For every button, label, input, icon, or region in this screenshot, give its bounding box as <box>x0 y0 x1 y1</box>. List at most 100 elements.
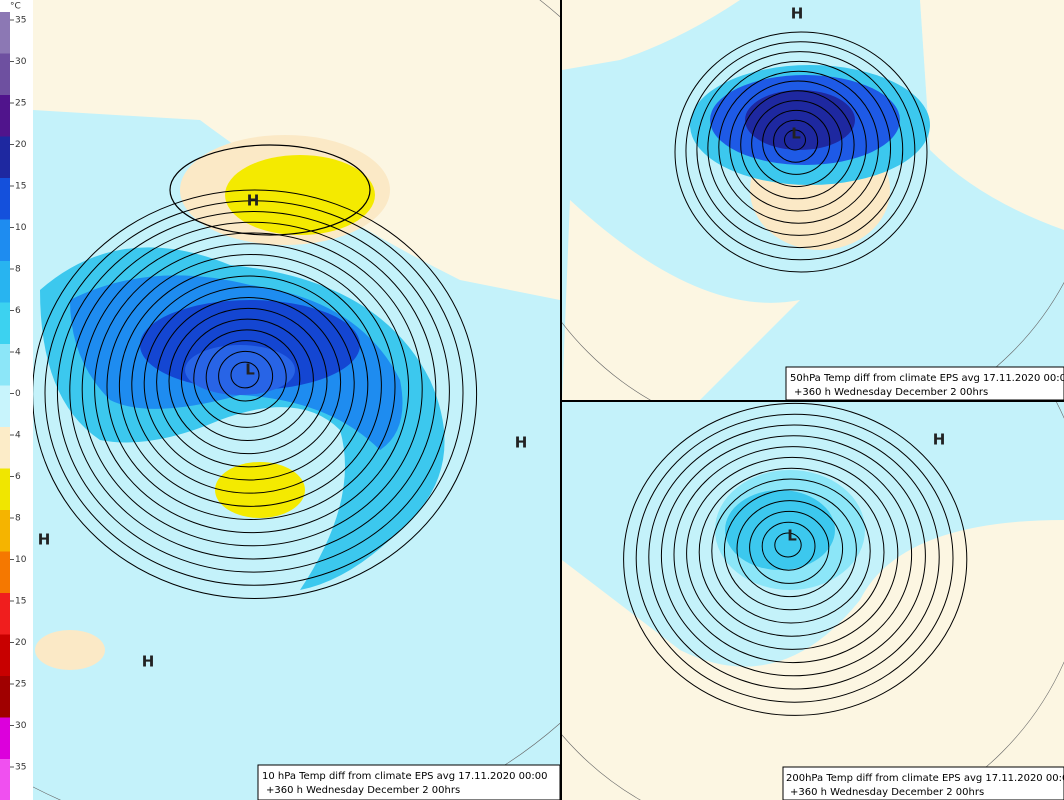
contour-line <box>635 413 954 703</box>
contour-line <box>729 80 867 212</box>
colorbar-label: 6 <box>15 306 21 316</box>
contour-line <box>762 109 831 175</box>
colorbar-label: 4 <box>15 431 21 441</box>
pressure-marker: L <box>791 125 801 143</box>
colorbar-label: 35 <box>15 763 26 773</box>
contour-line <box>648 424 940 690</box>
colorbar-label: 15 <box>15 597 26 607</box>
contour-line <box>711 478 871 624</box>
caption: 10 hPa Temp diff from climate EPS avg 17… <box>262 771 547 782</box>
contour-line <box>774 532 802 558</box>
caption: 50hPa Temp diff from climate EPS avg 17.… <box>790 373 1064 384</box>
contour-line <box>698 467 885 637</box>
contour-line <box>685 41 916 261</box>
caption-box <box>782 766 1064 800</box>
caption: +360 h Wednesday December 2 00hrs <box>266 785 460 796</box>
caption-box <box>257 764 560 800</box>
colorbar-label: 30 <box>15 721 27 731</box>
pressure-marker: H <box>515 434 528 452</box>
colorbar-label: 8 <box>15 265 21 275</box>
contours <box>33 189 478 599</box>
colorbar-swatch <box>0 136 10 178</box>
contour-line <box>623 402 968 716</box>
contours <box>674 31 928 273</box>
colorbar-label: 25 <box>15 680 26 690</box>
contour-line <box>156 297 342 468</box>
contour-line <box>660 435 926 677</box>
pressure-marker: H <box>142 653 155 671</box>
contour-line <box>696 51 904 249</box>
colorbar-swatch <box>0 634 10 676</box>
contour-line <box>784 129 806 151</box>
contour-line <box>674 31 928 273</box>
caption: 200hPa Temp diff from climate EPS avg 17… <box>786 773 1064 784</box>
colorbar-label: 25 <box>15 99 26 109</box>
contour-line <box>718 70 879 224</box>
colorbar-swatch <box>0 551 10 593</box>
contour-line <box>143 286 355 481</box>
colorbar-swatch <box>0 385 10 427</box>
contour-line <box>118 264 382 507</box>
caption-box <box>785 366 1064 400</box>
map-panel: H L H H H 10 hPa Temp diff from climate … <box>33 0 560 800</box>
colorbar-label: 4 <box>15 348 21 358</box>
colorbar: °C 35 30 25 20 15 10 8 6 4 0 4 6 8 10 15 20 25 30 35 <box>0 0 33 800</box>
colorbar-swatch <box>0 95 10 137</box>
colorbar-label: 30 <box>15 57 27 67</box>
pressure-marker: L <box>787 527 797 545</box>
colorbar-swatch <box>0 302 10 344</box>
map-panel: H L 200hPa Temp diff from climate EPS av… <box>562 402 1064 800</box>
contour-line <box>44 200 464 586</box>
contour-line <box>736 500 844 598</box>
colorbar-label: 10 <box>15 555 27 565</box>
contour-line <box>230 361 260 389</box>
contour-line <box>218 350 274 402</box>
contour-line <box>673 446 913 664</box>
colorbar-swatch <box>0 593 10 635</box>
colorbar-swatch <box>0 717 10 759</box>
colorbar-label: 8 <box>15 514 21 524</box>
pressure-marker: H <box>247 192 260 210</box>
contour-line <box>106 254 396 520</box>
pressure-marker: H <box>933 431 946 449</box>
caption: +360 h Wednesday December 2 00hrs <box>790 787 984 798</box>
colorbar-swatch <box>0 12 10 54</box>
colorbar-swatch <box>0 344 10 386</box>
contour-line <box>205 340 287 415</box>
contour-line <box>131 275 369 494</box>
contour-line <box>723 489 857 611</box>
colorbar-swatch <box>0 178 10 220</box>
colorbar-swatch <box>0 676 10 718</box>
contour-line <box>81 232 423 547</box>
contour-line <box>761 521 816 571</box>
contour-line <box>193 329 301 428</box>
colorbar-label: 20 <box>15 638 27 648</box>
pressure-marker: H <box>38 531 51 549</box>
contour-line <box>33 189 478 599</box>
colorbar-swatch <box>0 510 10 552</box>
contour-line <box>180 318 314 442</box>
colorbar-label: 20 <box>15 140 27 150</box>
colorbar-label: 15 <box>15 182 26 192</box>
colorbar-label: 10 <box>15 223 27 233</box>
colorbar-unit: °C <box>10 2 21 12</box>
contour-line <box>773 119 819 163</box>
contours <box>623 402 968 716</box>
map-panel: H L 50hPa Temp diff from climate EPS avg… <box>562 0 1064 400</box>
contour-line <box>751 100 843 188</box>
colorbar-label: 0 <box>15 389 21 399</box>
colorbar-swatch <box>0 427 10 469</box>
contour-line <box>686 456 899 650</box>
contour-line <box>168 307 328 455</box>
caption: +360 h Wednesday December 2 00hrs <box>794 387 988 398</box>
colorbar-swatch <box>0 468 10 510</box>
colorbar-swatch <box>0 53 10 95</box>
contour-line <box>94 243 410 534</box>
contour-line <box>69 221 437 560</box>
colorbar-swatch <box>0 261 10 303</box>
contour-line <box>749 510 830 584</box>
contour-line <box>740 90 855 200</box>
colorbar-label: 6 <box>15 472 21 482</box>
